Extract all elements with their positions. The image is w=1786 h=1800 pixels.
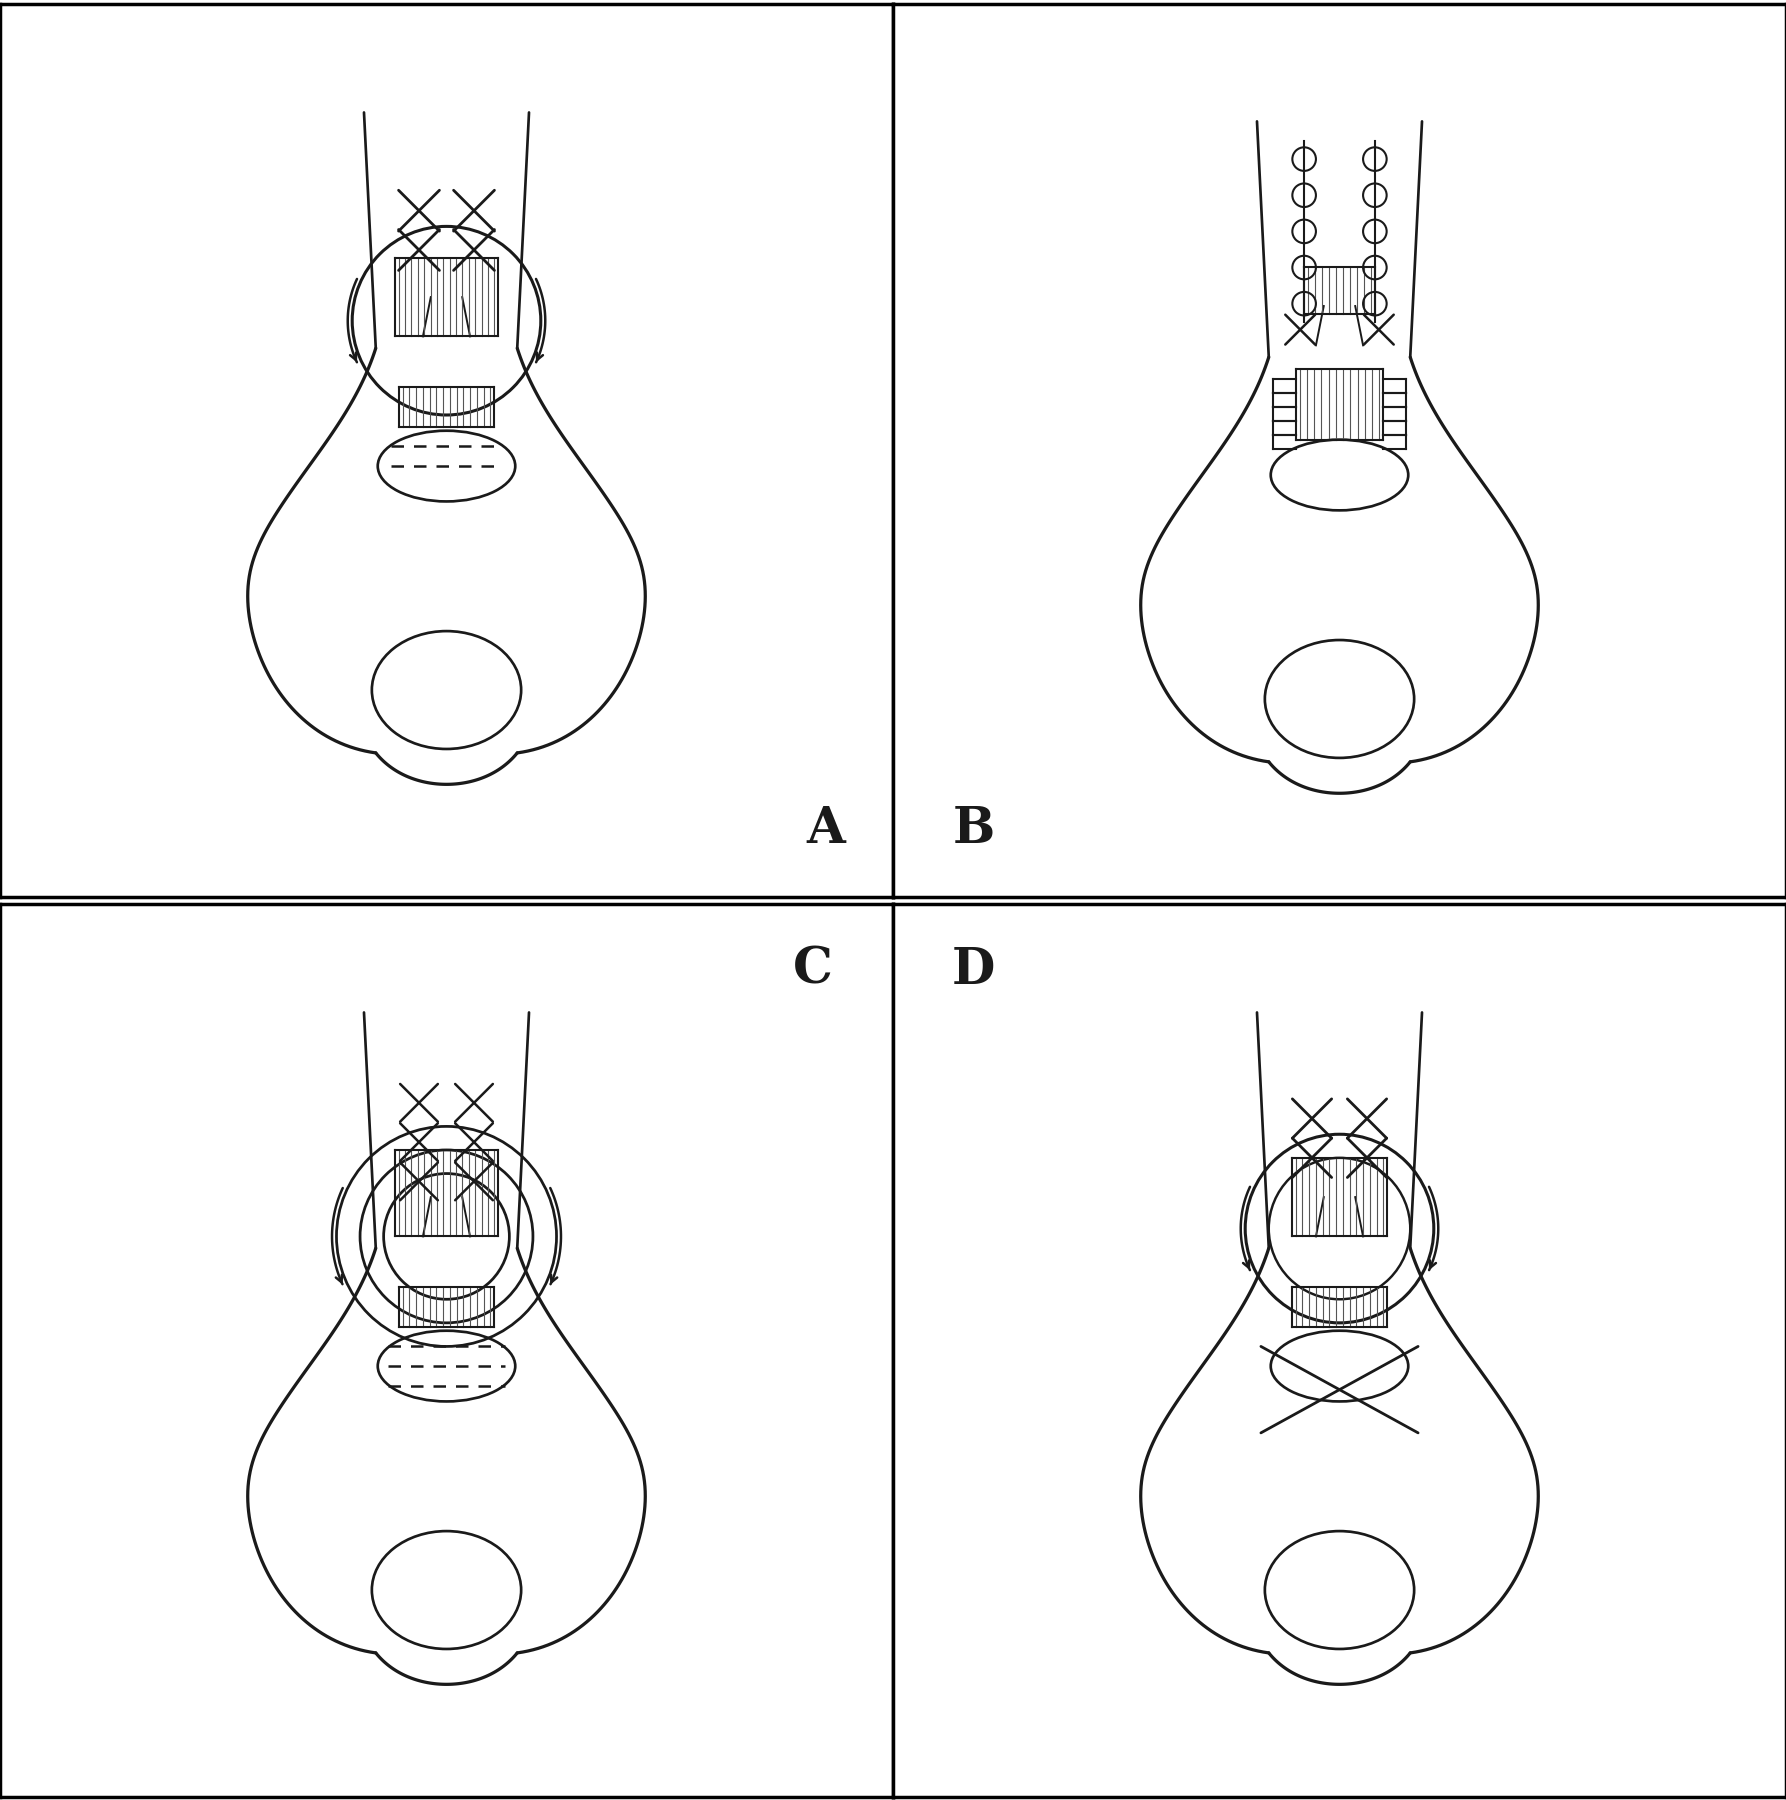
Text: A: A: [807, 805, 845, 853]
Text: B: B: [952, 805, 995, 853]
Ellipse shape: [371, 1532, 522, 1649]
Text: D: D: [952, 947, 995, 995]
Ellipse shape: [1264, 641, 1415, 758]
Ellipse shape: [1272, 439, 1407, 511]
Ellipse shape: [1272, 1330, 1407, 1402]
Text: C: C: [793, 947, 832, 995]
Ellipse shape: [371, 632, 522, 749]
Ellipse shape: [379, 1330, 514, 1402]
Ellipse shape: [1264, 1532, 1415, 1649]
Ellipse shape: [379, 430, 514, 502]
